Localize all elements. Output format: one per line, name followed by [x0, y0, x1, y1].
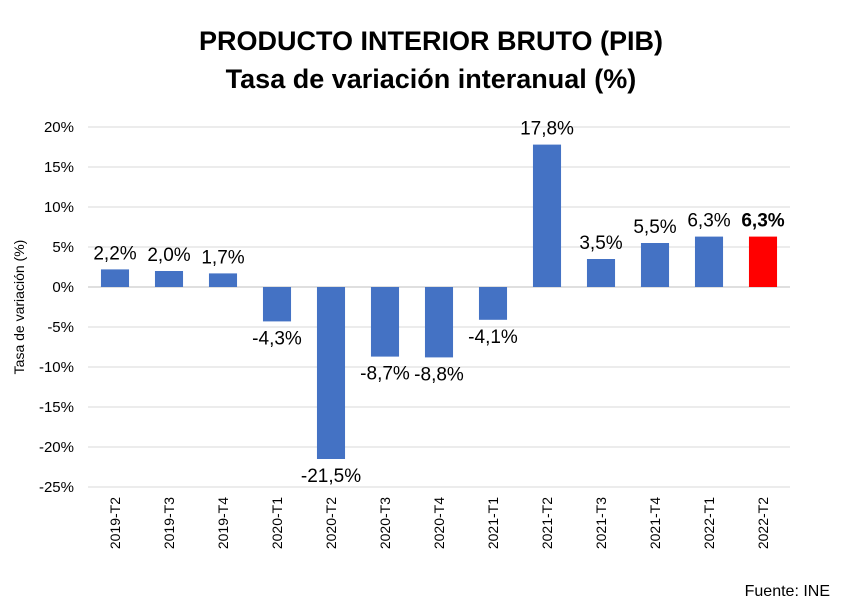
y-tick-label: -10%	[39, 359, 74, 376]
bar	[262, 287, 292, 322]
y-tick-label: 15%	[44, 159, 74, 176]
chart-title: PRODUCTO INTERIOR BRUTO (PIB)	[199, 26, 663, 56]
bar	[478, 287, 508, 320]
x-tick-label: 2019-T3	[161, 497, 177, 549]
data-label: -8,8%	[414, 364, 464, 385]
data-label: 5,5%	[633, 217, 676, 238]
data-label: 6,3%	[741, 211, 784, 232]
bar	[424, 287, 454, 358]
bar	[154, 271, 184, 287]
data-labels: 2,2% 2,0% 1,7% -4,3% -21,5% -8,7% -8,8%-4,1% 17…	[93, 119, 784, 487]
data-label: 17,8%	[520, 119, 574, 140]
data-label: 3,5%	[579, 233, 622, 254]
data-label: -4,3%	[252, 328, 302, 349]
bar	[208, 273, 238, 287]
x-tick-label: 2021-T3	[593, 497, 609, 549]
bar	[316, 287, 346, 459]
chart-subtitle: Tasa de variación interanual (%)	[226, 64, 637, 94]
x-tick-label: 2019-T4	[215, 497, 231, 549]
x-tick-label: 2020-T3	[377, 497, 393, 549]
data-label: 2,2%	[93, 243, 136, 264]
bar-highlighted	[748, 236, 778, 287]
x-tick-label: 2021-T1	[485, 497, 501, 549]
bar	[640, 243, 670, 287]
bar	[370, 287, 400, 357]
x-tick-label: 2021-T2	[539, 497, 555, 549]
y-tick-label: 20%	[44, 119, 74, 136]
bar	[532, 144, 562, 287]
y-tick-label: -5%	[47, 319, 74, 336]
data-label: 1,7%	[201, 247, 244, 268]
y-tick-label: -15%	[39, 399, 74, 416]
data-label: -4,1%	[468, 327, 518, 348]
source-note: Fuente: INE	[745, 583, 830, 600]
data-label: -8,7%	[360, 364, 410, 385]
y-tick-label: -20%	[39, 439, 74, 456]
x-axis-ticks: 2019-T2 2019-T3 2019-T4 2020-T1 2020-T2 2020-…	[107, 497, 771, 549]
y-axis-ticks: -25% -20% -15% -10% -5% 0% 5% 10% 15% 20%	[39, 119, 74, 496]
y-axis-label: Tasa de variación (%)	[11, 240, 27, 375]
x-tick-label: 2021-T4	[647, 497, 663, 549]
x-tick-label: 2020-T1	[269, 497, 285, 549]
bar	[100, 269, 130, 287]
x-tick-label: 2022-T2	[755, 497, 771, 549]
bars	[100, 144, 778, 459]
x-tick-label: 2022-T1	[701, 497, 717, 549]
y-tick-label: -25%	[39, 479, 74, 496]
y-tick-label: 0%	[52, 279, 74, 296]
y-tick-label: 10%	[44, 199, 74, 216]
x-tick-label: 2019-T2	[107, 497, 123, 549]
bar	[694, 236, 724, 287]
data-label: -21,5%	[301, 466, 361, 487]
data-label: 6,3%	[687, 211, 730, 232]
bar	[586, 259, 616, 287]
x-tick-label: 2020-T4	[431, 497, 447, 549]
data-label: 2,0%	[147, 245, 190, 266]
y-tick-label: 5%	[52, 239, 74, 256]
x-tick-label: 2020-T2	[323, 497, 339, 549]
